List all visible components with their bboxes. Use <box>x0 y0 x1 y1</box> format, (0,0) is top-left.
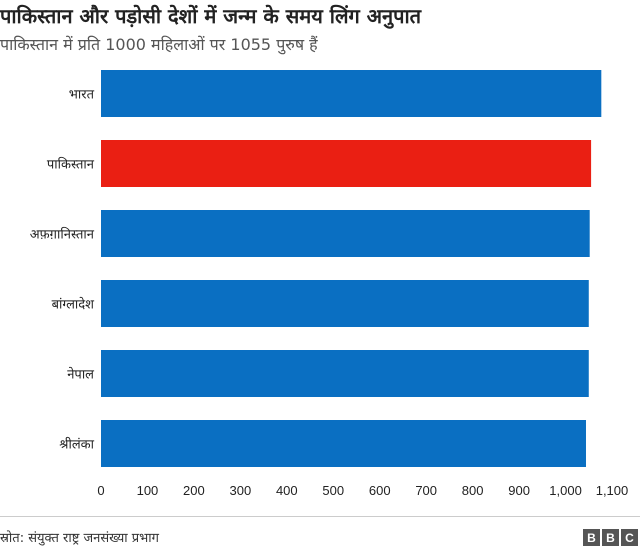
category-label: भारत <box>69 88 95 103</box>
category-label: पाकिस्तान <box>47 157 95 173</box>
category-label: बांग्लादेश <box>52 297 96 313</box>
bar <box>101 280 589 327</box>
x-tick-label: 400 <box>276 483 298 498</box>
bar <box>101 420 586 467</box>
x-tick-label: 800 <box>462 483 484 498</box>
x-tick-label: 0 <box>97 483 104 498</box>
bbc-logo: B B C <box>583 529 638 546</box>
category-label: अफ़ग़ानिस्तान <box>30 227 95 243</box>
source-note: स्रोत: संयुक्त राष्ट्र जनसंख्या प्रभाग <box>0 531 159 546</box>
x-tick-label: 900 <box>508 483 530 498</box>
chart-subtitle: पाकिस्तान में प्रति 1000 महिलाओं पर 1055… <box>0 35 318 54</box>
x-tick-label: 1,000 <box>549 483 582 498</box>
x-tick-label: 700 <box>415 483 437 498</box>
category-label: नेपाल <box>67 367 94 383</box>
x-tick-label: 100 <box>137 483 159 498</box>
x-tick-label: 1,100 <box>596 483 629 498</box>
bar <box>101 70 602 117</box>
divider <box>0 516 640 517</box>
x-tick-label: 500 <box>322 483 344 498</box>
logo-letter: C <box>621 529 638 546</box>
bar <box>101 140 592 187</box>
x-tick-label: 300 <box>230 483 252 498</box>
x-tick-label: 200 <box>183 483 205 498</box>
x-tick-label: 600 <box>369 483 391 498</box>
chart-title: पाकिस्तान और पड़ोसी देशों में जन्म के सम… <box>0 4 422 28</box>
logo-letter: B <box>602 529 619 546</box>
category-label: श्रीलंका <box>59 437 94 453</box>
bar <box>101 350 589 397</box>
logo-letter: B <box>583 529 600 546</box>
bar <box>101 210 590 257</box>
